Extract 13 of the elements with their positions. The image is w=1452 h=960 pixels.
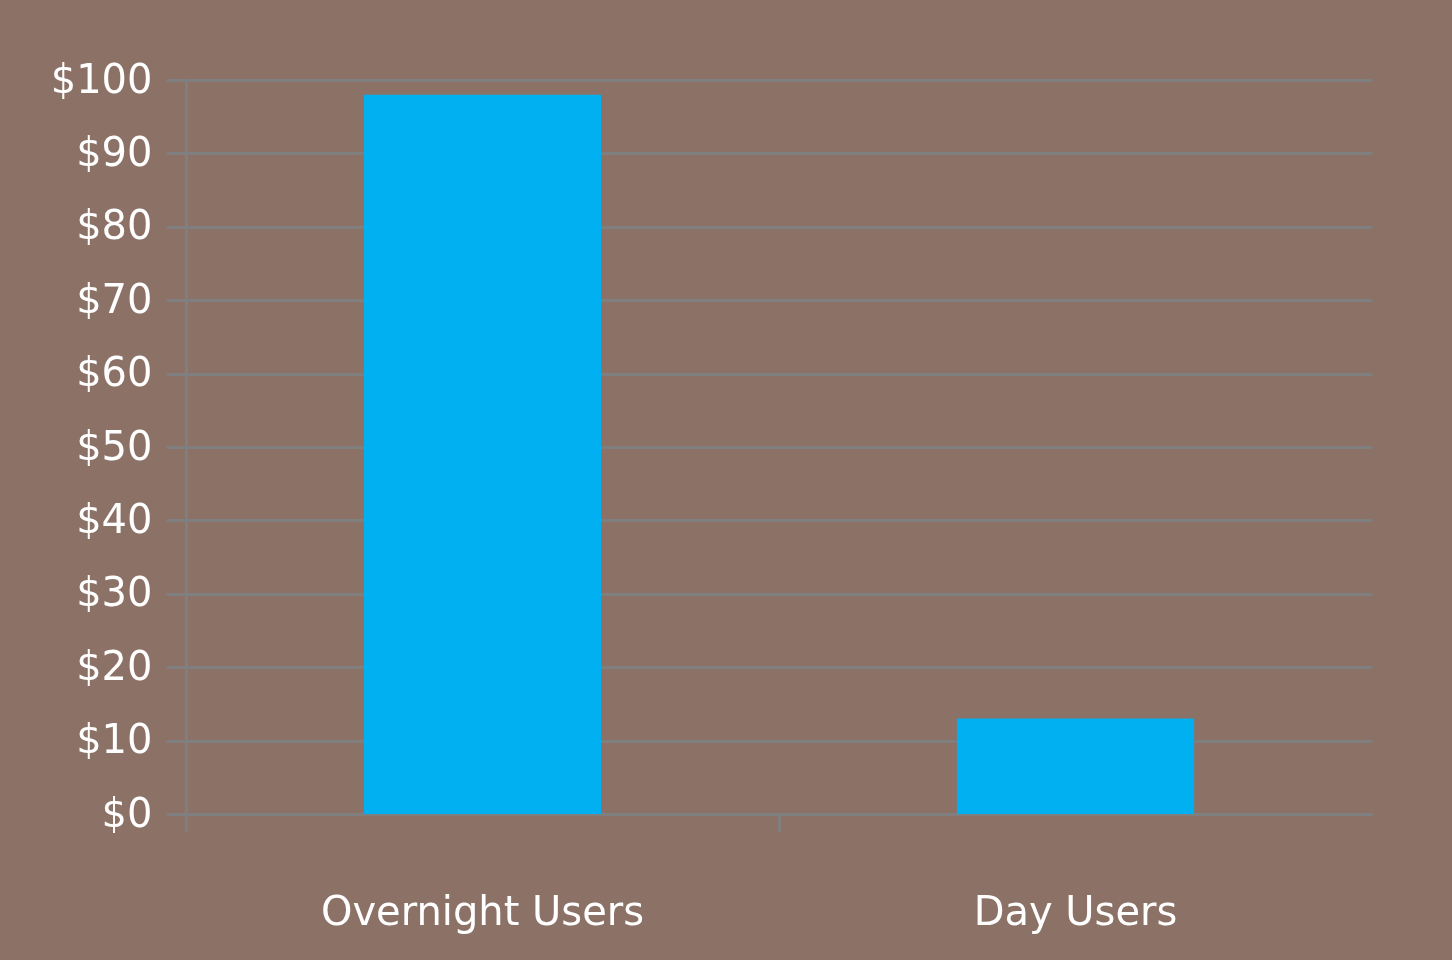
x-tick-label: Overnight Users (320, 887, 645, 934)
y-tick-label: $90 (76, 128, 153, 175)
y-tick-label: $40 (76, 495, 153, 542)
y-tick-label: $0 (101, 789, 153, 836)
y-tick-label: $10 (76, 716, 153, 763)
y-tick-label: $80 (76, 202, 153, 249)
y-tick-label: $100 (50, 55, 153, 102)
y-tick-label: $50 (76, 422, 153, 469)
y-tick-label: $30 (76, 569, 153, 616)
x-tick-label: Day Users (973, 887, 1178, 934)
y-tick-label: $70 (76, 275, 153, 322)
y-tick-label: $20 (76, 642, 153, 689)
y-tick-label: $60 (76, 349, 153, 396)
